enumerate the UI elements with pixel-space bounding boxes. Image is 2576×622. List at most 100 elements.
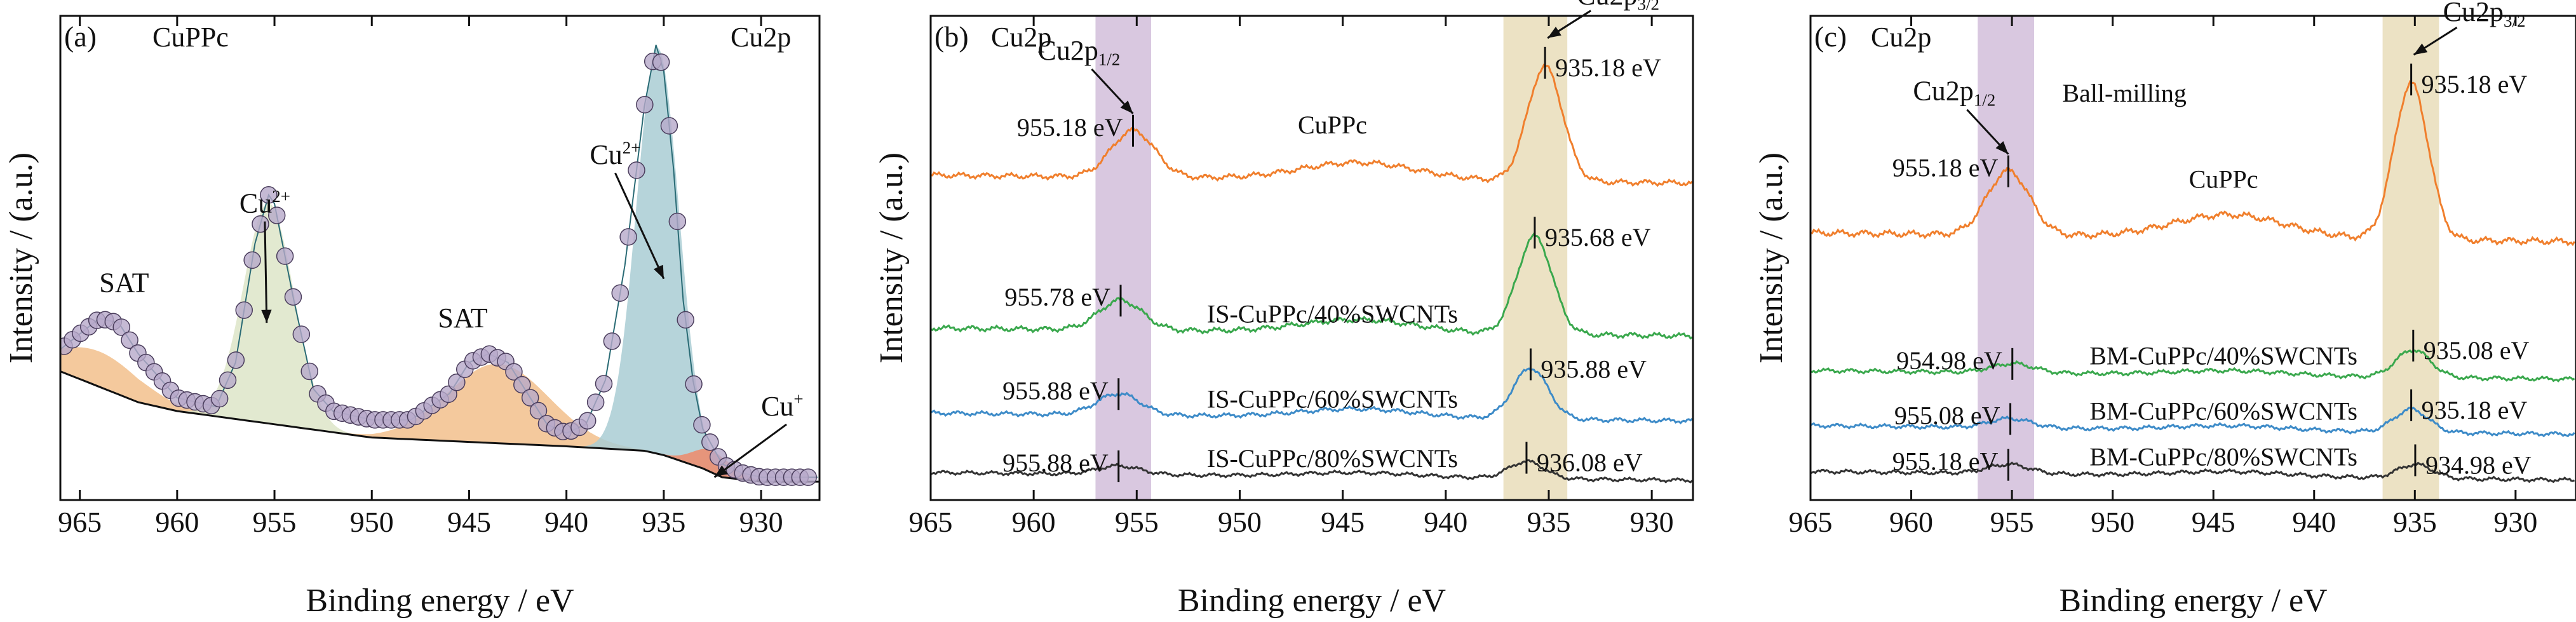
data-point <box>448 373 466 391</box>
highlight-band <box>1503 16 1568 500</box>
data-point <box>284 288 302 306</box>
plot-frame <box>59 15 821 501</box>
data-point <box>619 228 637 246</box>
spectrum-line <box>1811 79 2575 247</box>
subtitle: Ball-milling <box>2062 79 2187 107</box>
data-point <box>652 53 670 71</box>
data-point <box>595 375 613 393</box>
data-point <box>579 412 597 430</box>
data-point <box>276 247 294 265</box>
peak-label: 955.88 eV <box>1002 449 1109 477</box>
series-label: BM-CuPPc/60%SWCNTs <box>2089 396 2357 425</box>
panel-label: (c) <box>1814 20 1847 53</box>
data-point <box>235 301 253 319</box>
sample-title: CuPPc <box>152 22 229 53</box>
plot-area <box>60 44 819 486</box>
peak-label: 935.88 eV <box>1541 355 1647 383</box>
spectrum-label: Cu2p <box>991 22 1051 53</box>
peak-annotation: Cu2+ <box>239 187 290 219</box>
panel-c: 955.18 eV 935.18 eV CuPPc 954.98 eV 935.08 e… <box>1753 0 2576 619</box>
peak-label-cu2p12: Cu2p1/2 <box>1037 35 1120 69</box>
x-tick-label: 930 <box>739 506 783 538</box>
data-point <box>636 95 654 114</box>
data-point <box>300 362 318 381</box>
peak-arrow <box>2413 26 2458 56</box>
panel-b: 955.18 eV 935.18 eV CuPPc 955.78 eV 935.68 e… <box>873 0 1694 619</box>
spectrum-line <box>931 367 1693 424</box>
annotation-arrow <box>261 221 272 323</box>
data-point <box>513 375 531 394</box>
x-tick-label: 945 <box>447 506 491 538</box>
peak-annotation: SAT <box>438 302 487 334</box>
spectrum-line <box>931 64 1693 187</box>
peak-label-cu2p32: Cu2p3/2 <box>1577 0 1659 14</box>
x-tick-label: 940 <box>2292 506 2336 538</box>
spectrum-line <box>1811 349 2575 382</box>
plot-frame <box>929 15 1694 501</box>
data-point <box>677 311 694 329</box>
data-point <box>219 371 237 389</box>
data-point <box>121 331 138 349</box>
peak-annotation: Cu+ <box>761 389 804 422</box>
x-tick-label: 940 <box>544 506 588 538</box>
peak-label: 955.78 eV <box>1004 283 1110 311</box>
series-label: IS-CuPPc/80%SWCNTs <box>1207 444 1458 473</box>
background-line <box>60 370 819 483</box>
spectrum-line <box>931 459 1693 483</box>
peak-label-cu2p32: Cu2p3/2 <box>2443 0 2526 30</box>
spectrum-line <box>1811 461 2575 483</box>
plot-frame <box>1809 15 2576 501</box>
annotation-arrow <box>713 423 787 478</box>
data-point <box>243 251 261 269</box>
x-axis-title: Binding energy / eV <box>1178 583 1446 619</box>
data-point <box>267 206 286 224</box>
x-tick-label: 965 <box>1789 506 1833 538</box>
spectrum-line <box>931 232 1693 340</box>
x-axis-title: Binding energy / eV <box>306 583 574 619</box>
component-peak-0 <box>60 347 250 421</box>
data-point <box>210 389 229 408</box>
highlight-band <box>1095 16 1152 500</box>
data-point <box>628 161 645 179</box>
panel-label: (a) <box>64 20 97 53</box>
peak-label: 934.98 eV <box>2425 450 2532 479</box>
data-point <box>112 318 130 336</box>
peak-label-cu2p12: Cu2p1/2 <box>1913 76 1995 110</box>
spectrum-line <box>1811 406 2575 438</box>
component-peak-3 <box>583 48 733 478</box>
x-tick-label: 960 <box>155 506 199 538</box>
x-tick-label: 960 <box>1889 506 1933 538</box>
x-tick-label: 950 <box>350 506 394 538</box>
y-axis-title: Intensity / (a.u.) <box>873 152 910 363</box>
x-tick-label: 965 <box>909 506 953 538</box>
panel-label: (b) <box>934 20 969 53</box>
series-label: BM-CuPPc/80%SWCNTs <box>2089 443 2357 471</box>
raw-data-markers <box>60 52 817 486</box>
series-label: BM-CuPPc/40%SWCNTs <box>2089 342 2357 370</box>
data-point <box>521 389 539 407</box>
data-point <box>660 117 678 135</box>
data-point <box>685 375 703 393</box>
data-point <box>227 351 245 369</box>
x-tick-label: 955 <box>1990 506 2034 538</box>
peak-label: 935.18 eV <box>1555 53 1661 82</box>
data-point <box>701 433 719 451</box>
peak-annotation: Cu2+ <box>590 138 640 170</box>
component-peak-4 <box>644 449 781 482</box>
peak-label: 935.08 eV <box>2424 336 2530 365</box>
peak-label: 955.18 eV <box>1892 447 1999 476</box>
y-axis-title: Intensity / (a.u.) <box>1753 152 1790 363</box>
x-tick-label: 950 <box>1218 506 1262 538</box>
component-peak-2 <box>321 363 676 459</box>
peak-label: 955.08 eV <box>1894 401 2000 429</box>
data-point <box>799 468 817 486</box>
x-tick-label: 960 <box>1012 506 1056 538</box>
peak-annotation: SAT <box>99 267 149 299</box>
plot-area <box>931 16 1693 500</box>
series-label: CuPPc <box>2189 165 2258 194</box>
peak-label: 935.18 eV <box>2422 396 2528 424</box>
peak-label: 955.18 eV <box>1892 154 1999 182</box>
x-tick-label: 935 <box>642 506 685 538</box>
peak-label: 954.98 eV <box>1896 346 2002 375</box>
peak-label: 935.68 eV <box>1545 223 1651 252</box>
